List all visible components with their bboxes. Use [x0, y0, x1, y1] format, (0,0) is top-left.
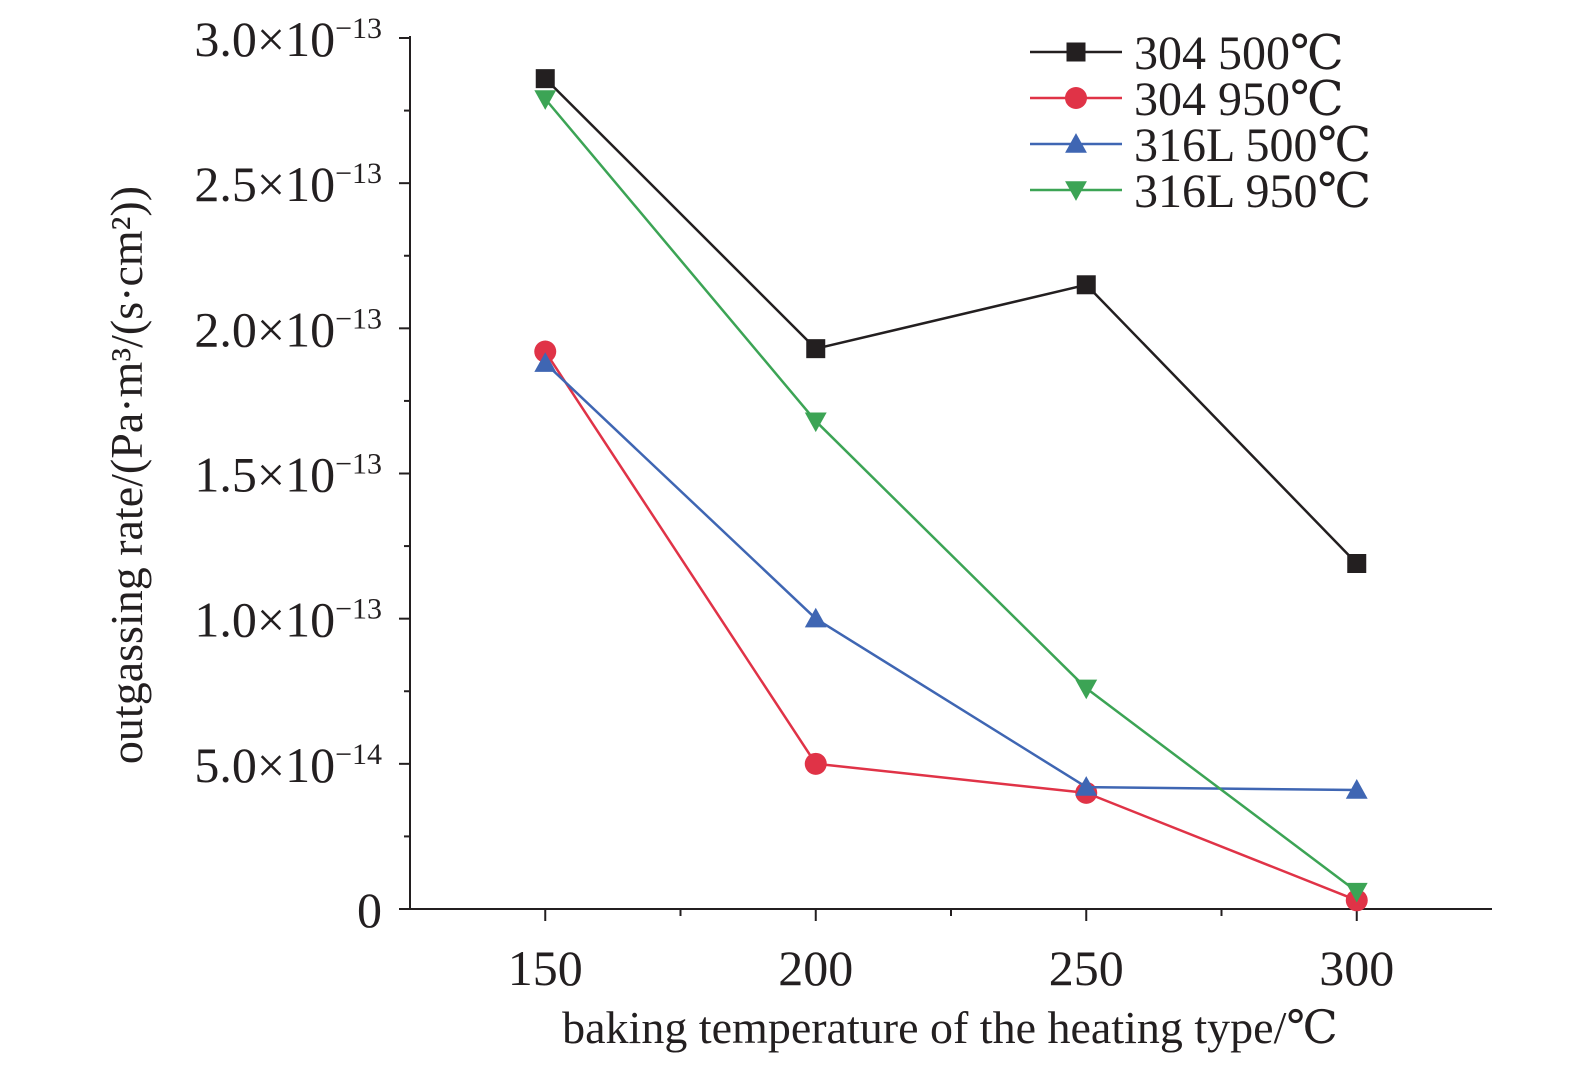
series-4	[534, 90, 1368, 903]
x-tick-label: 300	[1319, 940, 1394, 996]
series-line	[544, 77, 1358, 565]
legend-item: 316L 500℃	[1030, 119, 1371, 172]
x-tick-label: 250	[1049, 940, 1124, 996]
y-tick-label: 1.5×10−13	[194, 447, 382, 503]
legend-label: 316L 500℃	[1134, 119, 1371, 172]
legend-label: 304 500℃	[1134, 27, 1344, 80]
data-point	[1347, 554, 1367, 574]
legend-marker	[1066, 42, 1086, 62]
axes: 0 5.0×10−14 1.0×10−13 1.5×10−13 2.0×10−13 2.5…	[194, 11, 1492, 996]
y-axis-title: outgassing rate/(Pa·m³/(s·cm²))	[101, 186, 152, 764]
series-layer	[534, 69, 1368, 912]
legend-label: 304 950℃	[1134, 73, 1344, 126]
y-tick-label: 2.0×10−13	[194, 301, 382, 357]
data-point	[804, 752, 827, 775]
x-tick-label: 200	[778, 940, 853, 996]
legend-label: 316L 950℃	[1134, 165, 1371, 218]
y-tick-label: 1.0×10−13	[194, 592, 382, 648]
series-line	[544, 350, 1358, 902]
y-tick-label: 5.0×10−14	[194, 737, 382, 793]
data-point	[804, 412, 827, 433]
y-tick-label: 0	[357, 882, 382, 938]
legend-item: 304 950℃	[1030, 73, 1344, 126]
data-point	[534, 340, 557, 363]
data-point	[535, 69, 555, 89]
data-point	[1345, 779, 1368, 799]
series-3	[534, 352, 1368, 799]
series-line	[544, 98, 1358, 893]
y-tick-label: 3.0×10−13	[194, 11, 382, 67]
data-point	[804, 607, 827, 628]
series-1	[535, 69, 1367, 574]
data-point	[806, 339, 826, 359]
data-point	[1075, 776, 1098, 796]
legend-marker	[1065, 133, 1087, 153]
legend-marker	[1065, 87, 1087, 109]
data-point	[1075, 679, 1098, 700]
data-point	[534, 352, 557, 372]
data-point	[1076, 275, 1096, 295]
data-point	[534, 90, 557, 110]
legend-item: 304 500℃	[1030, 27, 1344, 80]
series-line	[544, 362, 1357, 792]
x-tick-label: 150	[508, 940, 583, 996]
x-axis-title: baking temperature of the heating type/℃	[562, 1002, 1338, 1053]
y-tick-label: 2.5×10−13	[194, 156, 382, 212]
series-2	[534, 340, 1368, 912]
data-point	[1345, 882, 1368, 903]
legend-marker	[1065, 181, 1087, 201]
legend-item: 316L 950℃	[1030, 165, 1371, 218]
